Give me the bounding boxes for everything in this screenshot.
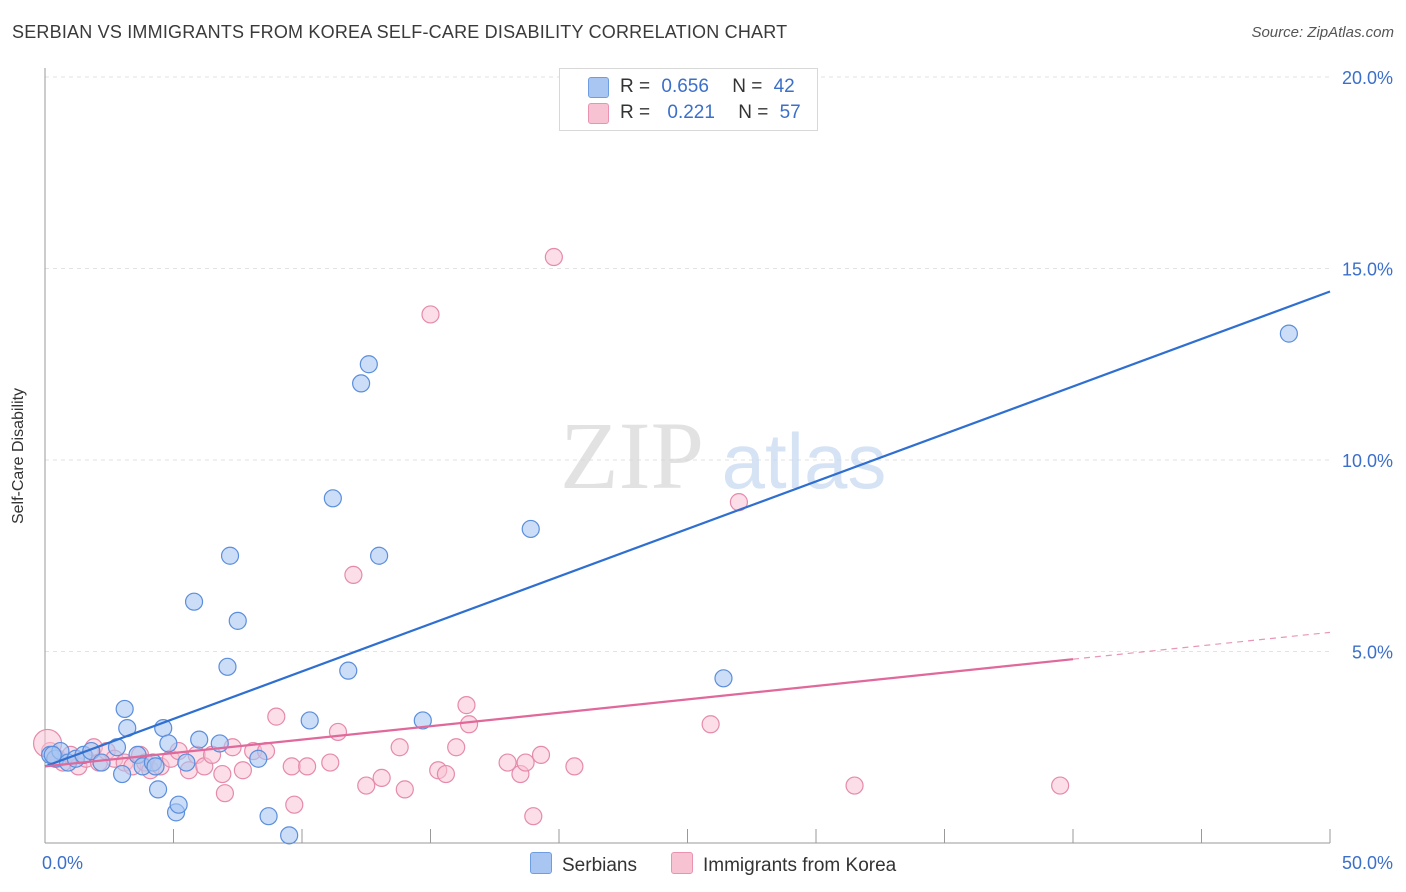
chart-source: Source: ZipAtlas.com	[1251, 24, 1394, 41]
legend-r-label: R =	[620, 76, 651, 97]
korea-point	[298, 757, 317, 776]
bottom-legend-korea: Immigrants from Korea	[671, 852, 896, 877]
korea-point	[531, 745, 551, 765]
korea-point	[701, 715, 720, 734]
serbians-point	[259, 807, 278, 826]
serbians-point	[92, 753, 111, 772]
serbians-point	[146, 757, 165, 776]
korea-point	[267, 707, 286, 726]
korea-point	[544, 247, 563, 267]
korea-point	[285, 795, 304, 814]
korea-point	[213, 764, 232, 784]
korea-point	[421, 305, 440, 324]
axes	[44, 68, 1331, 844]
korea-point	[498, 753, 517, 772]
serbians-point	[184, 592, 204, 611]
korea-point	[516, 753, 535, 772]
korea-point	[565, 757, 584, 776]
korea-point	[436, 764, 456, 784]
legend-r-value-korea: 0.221	[667, 102, 715, 123]
legend-swatch-serbians	[588, 77, 609, 98]
serbians-point	[323, 489, 342, 508]
serbians-point	[115, 699, 134, 719]
serbians-point	[190, 730, 209, 749]
korea-point	[321, 753, 340, 772]
korea-trend-extension	[1072, 631, 1331, 660]
korea-trend-line	[44, 658, 1074, 768]
serbians-point	[413, 711, 432, 730]
korea-point	[233, 761, 252, 780]
korea-point	[845, 776, 864, 795]
y-tick-label: 15.0%	[1342, 260, 1393, 280]
serbians-point	[220, 546, 240, 565]
serbians-point	[159, 734, 178, 753]
y-tick-label: 20.0%	[1342, 68, 1393, 88]
serbians-point	[112, 764, 132, 784]
korea-point	[344, 565, 363, 585]
serbians-point	[218, 657, 237, 676]
legend-n-value-serbians: 42	[773, 76, 795, 97]
korea-point	[524, 807, 543, 826]
serbians-point	[1279, 324, 1298, 343]
legend-n-value-korea: 57	[779, 102, 801, 123]
y-tick-label: 10.0%	[1342, 451, 1393, 471]
serbians-point	[228, 611, 247, 630]
serbians-point	[359, 355, 378, 374]
serbians-point	[370, 546, 389, 565]
korea-point	[328, 722, 348, 742]
grid-lines	[45, 76, 1330, 652]
chart-title: SERBIAN VS IMMIGRANTS FROM KOREA SELF-CA…	[12, 22, 788, 42]
watermark-atlas: atlas	[722, 417, 887, 505]
korea-point	[215, 784, 234, 803]
serbians-trend-line	[44, 290, 1331, 768]
y-tick-label: 5.0%	[1352, 643, 1393, 663]
watermark-zip: ZIP	[560, 402, 704, 509]
legend-swatch-korea	[588, 103, 609, 124]
bottom-legend-swatch-serbians	[530, 852, 552, 874]
korea-point	[395, 780, 414, 799]
bottom-legend-serbians: Serbians	[530, 852, 637, 877]
serbians-point	[521, 519, 540, 539]
legend-r-value-serbians: 0.656	[661, 76, 709, 97]
serbians-point	[169, 795, 188, 814]
korea-point	[457, 696, 476, 715]
trend-lines	[44, 290, 1331, 768]
korea-points	[32, 247, 1070, 826]
korea-point	[372, 768, 391, 787]
korea-point	[459, 715, 479, 734]
serbians-point	[148, 780, 168, 799]
bottom-legend-label-serbians: Serbians	[562, 855, 637, 876]
bottom-legend-label-korea: Immigrants from Korea	[703, 855, 897, 876]
legend-n-label: N =	[732, 76, 763, 97]
korea-point	[357, 776, 376, 795]
legend-r-label: R =	[620, 102, 651, 123]
serbians-point	[339, 661, 358, 680]
stats-legend: R = 0.656 N = 42 R = 0.221 N = 57	[559, 68, 818, 131]
serbians-point	[249, 749, 268, 768]
serbians-point	[352, 374, 371, 393]
korea-point	[1051, 776, 1070, 795]
korea-point	[390, 738, 409, 757]
serbians-point	[300, 711, 319, 730]
serbians-point	[177, 753, 196, 772]
tick-labels: 5.0% 10.0% 15.0% 20.0% 0.0% 50.0%	[42, 68, 1393, 873]
x-tick-label: 0.0%	[42, 853, 83, 873]
legend-n-label: N =	[738, 102, 769, 123]
x-tick-label: 50.0%	[1342, 853, 1393, 873]
korea-point	[447, 738, 466, 757]
bottom-legend-swatch-korea	[671, 852, 693, 874]
serbians-point	[714, 669, 733, 688]
korea-point	[282, 757, 301, 776]
serbians-point	[280, 826, 299, 845]
